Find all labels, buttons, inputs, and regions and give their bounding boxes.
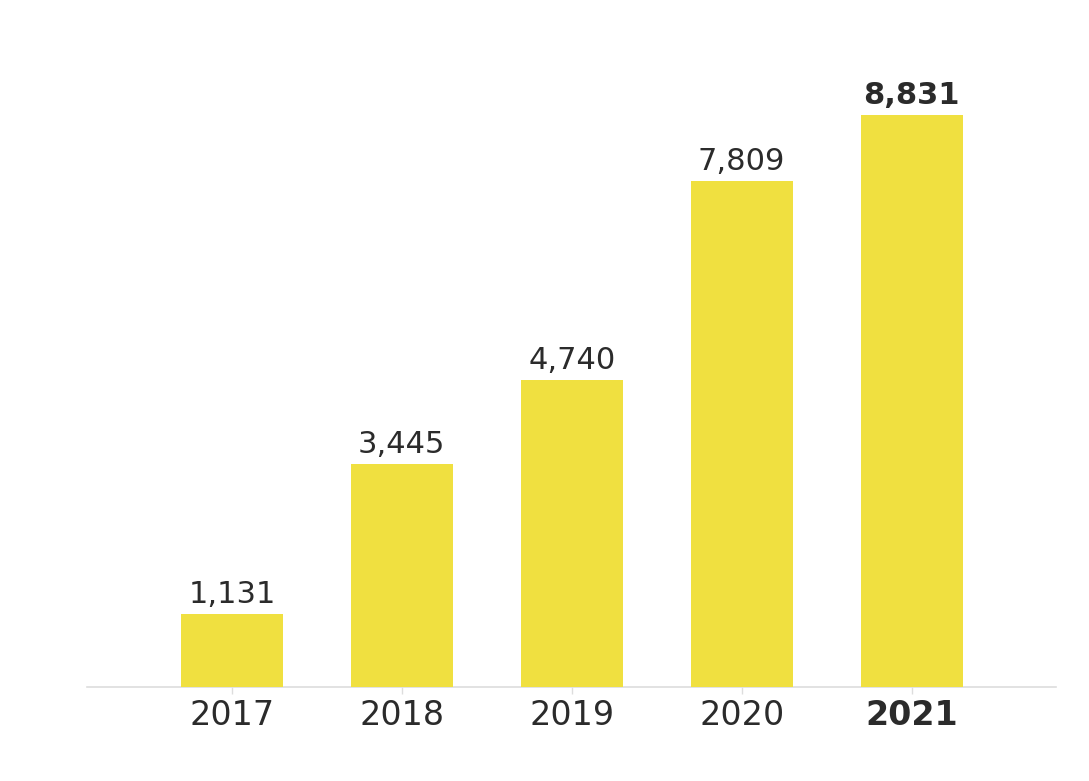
Bar: [181, 614, 283, 687]
Text: 4,740: 4,740: [528, 346, 615, 375]
Text: 3,445: 3,445: [358, 430, 445, 458]
Text: 1,131: 1,131: [188, 580, 276, 608]
Bar: [860, 115, 963, 687]
Bar: [690, 181, 793, 687]
Text: 7,809: 7,809: [698, 147, 785, 176]
Bar: [351, 464, 453, 687]
Text: 8,831: 8,831: [864, 80, 959, 109]
Bar: [521, 380, 623, 687]
